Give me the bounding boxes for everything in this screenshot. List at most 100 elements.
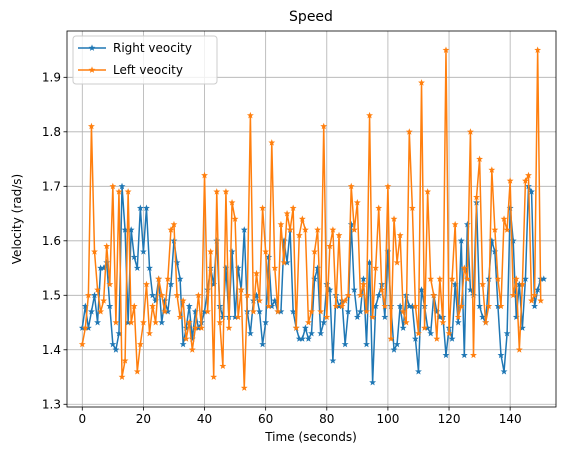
data-point (448, 335, 456, 342)
data-point (219, 362, 227, 370)
data-point (84, 291, 92, 299)
data-point (115, 329, 123, 337)
data-point (133, 264, 141, 271)
data-point (240, 226, 248, 233)
data-point (372, 264, 380, 271)
data-point (399, 324, 407, 331)
data-point (170, 220, 178, 228)
data-point (109, 340, 117, 348)
data-point (363, 308, 370, 315)
data-point (106, 302, 114, 310)
data-point (136, 204, 144, 212)
data-point (494, 275, 502, 282)
data-point (246, 111, 254, 119)
data-point (512, 275, 520, 282)
data-point (161, 308, 169, 315)
data-point (344, 308, 352, 315)
data-point (363, 340, 370, 348)
data-point (213, 237, 221, 244)
data-point (240, 384, 248, 391)
data-point (158, 291, 166, 299)
data-point (280, 258, 288, 266)
y-tick-label: 1.4 (42, 343, 61, 357)
data-point (372, 302, 380, 310)
data-point (350, 286, 358, 293)
data-point (194, 324, 202, 331)
data-point (311, 248, 318, 255)
data-point (387, 335, 395, 342)
y-axis-label: Velocity (rad/s) (10, 174, 24, 264)
data-point (234, 313, 242, 320)
data-point (424, 324, 432, 331)
data-point (298, 215, 306, 222)
data-point (158, 318, 166, 326)
y-tick-label: 1.7 (42, 180, 61, 194)
data-point (332, 302, 340, 310)
data-point (335, 231, 343, 239)
x-axis-label: Time (seconds) (264, 430, 357, 444)
data-point (185, 318, 193, 326)
data-point (353, 199, 361, 206)
data-point (540, 275, 548, 282)
data-point (335, 302, 343, 310)
data-point (488, 237, 496, 244)
data-point (360, 275, 367, 282)
data-point (360, 280, 367, 288)
data-point (512, 313, 520, 320)
data-point (408, 302, 416, 310)
data-point (250, 308, 257, 315)
data-point (356, 291, 364, 299)
data-point (320, 318, 328, 326)
data-point (457, 302, 465, 310)
data-point (305, 335, 312, 342)
data-point (201, 171, 208, 179)
legend-label-right-veocity: Right veocity (113, 41, 192, 55)
data-point (323, 313, 331, 320)
y-tick-label: 1.5 (42, 289, 61, 303)
data-point (109, 182, 117, 190)
data-point (216, 318, 224, 326)
y-axis-ticks: 1.3 1.4 1.5 1.6 1.7 1.8 1.9 (42, 71, 67, 412)
data-point (445, 329, 453, 337)
data-point (91, 291, 98, 299)
data-point (448, 275, 456, 282)
data-point (421, 324, 429, 331)
x-tick-label: 20 (136, 412, 151, 426)
data-point (534, 46, 542, 53)
data-point (292, 324, 300, 331)
x-tick-label: 140 (499, 412, 522, 426)
data-point (488, 166, 496, 173)
data-point (121, 226, 129, 233)
data-point (515, 346, 523, 353)
data-point (283, 258, 291, 266)
data-point (320, 122, 328, 130)
data-point (228, 199, 236, 206)
legend: Right veocity Left veocity (72, 35, 218, 85)
data-point (146, 264, 153, 271)
data-point (509, 291, 517, 299)
data-point (81, 324, 89, 331)
data-point (298, 335, 306, 342)
data-point (91, 248, 98, 255)
data-point (176, 313, 184, 320)
data-point (176, 275, 184, 282)
series-layer (78, 46, 548, 391)
data-point (112, 318, 120, 326)
data-point (103, 258, 111, 266)
data-point (396, 231, 404, 239)
data-point (185, 302, 193, 310)
data-point (439, 318, 447, 326)
data-point (396, 302, 404, 310)
data-point (384, 182, 392, 190)
data-point (118, 373, 126, 380)
data-point (207, 248, 215, 255)
data-point (271, 264, 279, 271)
data-point (378, 286, 386, 293)
data-point (139, 248, 147, 255)
data-point (301, 324, 309, 331)
data-point (219, 313, 227, 320)
data-point (433, 335, 441, 342)
data-point (112, 346, 120, 353)
data-point (308, 308, 315, 315)
data-point (222, 264, 230, 271)
